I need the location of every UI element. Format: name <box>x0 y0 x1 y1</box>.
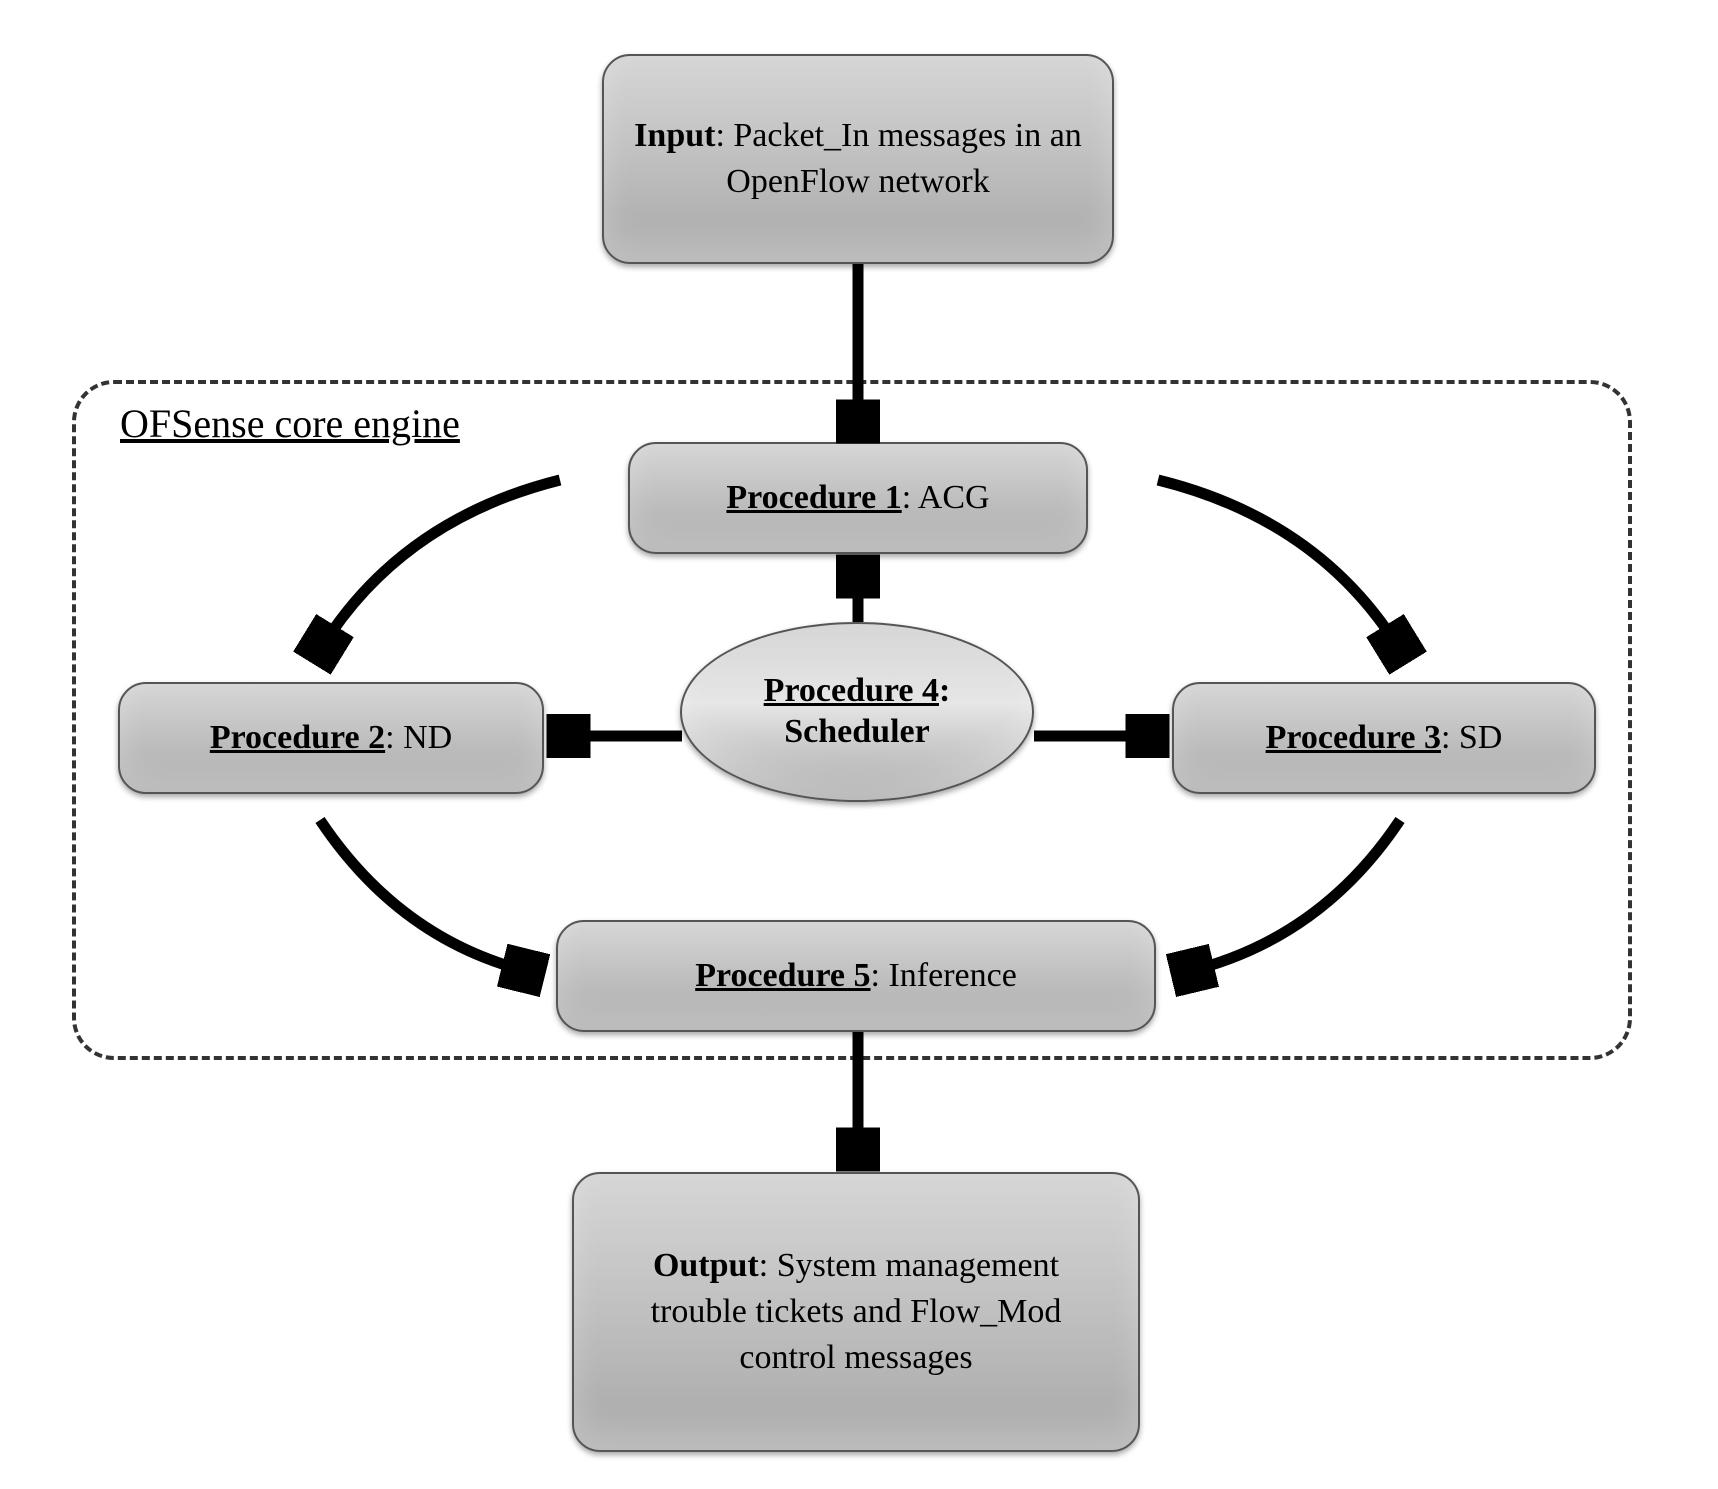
proc4-line1: Procedure 4: <box>764 671 951 712</box>
proc2-label-rest: : ND <box>385 719 452 756</box>
proc3-text: Procedure 3: SD <box>1266 715 1503 761</box>
proc2-label-u: Procedure 2 <box>210 719 385 756</box>
diagram-canvas: OFSense core engine Input: Packet_In mes… <box>0 0 1718 1489</box>
input-label-bold: Input <box>634 117 715 154</box>
engine-title: OFSense core engine <box>120 400 460 447</box>
node-input: Input: Packet_In messages in an OpenFlow… <box>602 54 1114 264</box>
proc3-label-rest: : SD <box>1441 719 1502 756</box>
node-input-text: Input: Packet_In messages in an OpenFlow… <box>632 113 1084 205</box>
node-procedure-4-scheduler: Procedure 4:Scheduler <box>680 622 1034 802</box>
node-procedure-5: Procedure 5: Inference <box>556 920 1156 1032</box>
proc4-line2: Scheduler <box>784 712 929 753</box>
proc1-text: Procedure 1: ACG <box>726 475 989 521</box>
node-procedure-1: Procedure 1: ACG <box>628 442 1088 554</box>
proc2-text: Procedure 2: ND <box>210 715 452 761</box>
proc5-label-u: Procedure 5 <box>695 957 870 994</box>
proc5-label-rest: : Inference <box>871 957 1017 994</box>
node-output: Output: System management trouble ticket… <box>572 1172 1140 1452</box>
node-output-text: Output: System management trouble ticket… <box>602 1243 1110 1381</box>
output-label-bold: Output <box>653 1247 759 1284</box>
input-label-rest: : Packet_In messages in an OpenFlow netw… <box>715 117 1081 200</box>
proc3-label-u: Procedure 3 <box>1266 719 1441 756</box>
proc5-text: Procedure 5: Inference <box>695 953 1017 999</box>
node-procedure-2: Procedure 2: ND <box>118 682 544 794</box>
node-procedure-3: Procedure 3: SD <box>1172 682 1596 794</box>
proc1-label-u: Procedure 1 <box>726 479 901 516</box>
proc1-label-rest: : ACG <box>902 479 990 516</box>
